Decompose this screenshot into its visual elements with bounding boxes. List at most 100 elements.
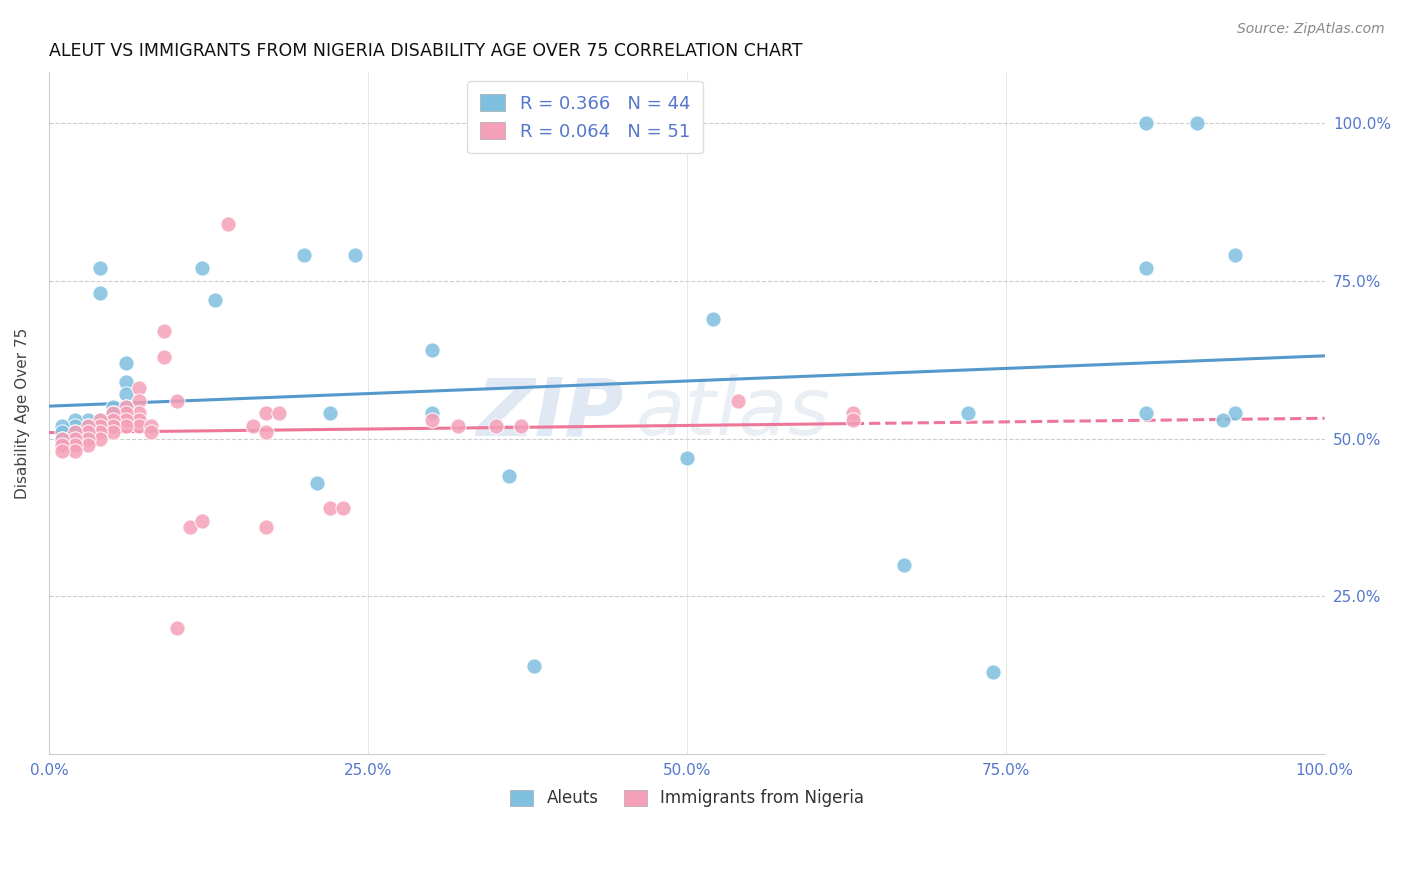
Point [63,438,86,452]
Point [89,412,111,426]
Point [166,621,188,635]
Point [103,425,125,440]
Point [1212,412,1234,426]
Point [179,520,201,534]
Point [115,412,138,426]
Point [89,419,111,434]
Point [89,425,111,440]
Point [76,438,98,452]
Point [217,217,239,231]
Point [103,419,125,434]
Point [153,324,176,338]
Text: ALEUT VS IMMIGRANTS FROM NIGERIA DISABILITY AGE OVER 75 CORRELATION CHART: ALEUT VS IMMIGRANTS FROM NIGERIA DISABIL… [49,42,803,60]
Point [89,286,111,301]
Point [319,406,342,420]
Point [254,406,277,420]
Y-axis label: Disability Age Over 75: Disability Age Over 75 [15,327,30,499]
Point [191,514,214,528]
Point [89,419,111,434]
Point [76,412,98,426]
Point [103,412,125,426]
Point [294,248,316,262]
Point [76,425,98,440]
Point [1225,248,1247,262]
Point [191,261,214,276]
Point [981,665,1004,680]
Point [1135,261,1157,276]
Point [446,419,468,434]
Legend: Aleuts, Immigrants from Nigeria: Aleuts, Immigrants from Nigeria [503,782,870,814]
Point [166,393,188,408]
Point [702,311,724,326]
Point [76,425,98,440]
Point [103,406,125,420]
Point [676,450,699,465]
Point [267,406,290,420]
Point [242,419,264,434]
Point [141,425,163,440]
Point [89,432,111,446]
Point [76,419,98,434]
Point [420,406,443,420]
Point [1135,406,1157,420]
Point [63,425,86,440]
Point [103,419,125,434]
Point [51,444,73,458]
Point [51,438,73,452]
Point [254,520,277,534]
Point [420,343,443,358]
Point [842,406,865,420]
Point [128,393,150,408]
Point [76,432,98,446]
Point [63,432,86,446]
Point [63,412,86,426]
Point [51,419,73,434]
Point [153,350,176,364]
Point [842,412,865,426]
Point [128,412,150,426]
Point [115,375,138,389]
Point [1225,406,1247,420]
Text: Source: ZipAtlas.com: Source: ZipAtlas.com [1237,22,1385,37]
Point [76,419,98,434]
Point [510,419,533,434]
Point [420,412,443,426]
Point [204,293,226,307]
Point [115,356,138,370]
Point [51,425,73,440]
Point [1135,116,1157,130]
Point [307,475,329,490]
Point [128,406,150,420]
Point [956,406,979,420]
Point [254,425,277,440]
Point [63,444,86,458]
Point [727,393,749,408]
Point [128,419,150,434]
Point [319,501,342,516]
Point [51,432,73,446]
Point [1185,116,1208,130]
Point [115,400,138,414]
Point [485,419,508,434]
Point [103,406,125,420]
Point [128,381,150,395]
Point [103,412,125,426]
Point [523,658,546,673]
Point [115,387,138,401]
Point [63,432,86,446]
Point [115,419,138,434]
Point [344,248,367,262]
Point [63,419,86,434]
Point [89,261,111,276]
Point [63,425,86,440]
Point [89,412,111,426]
Text: atlas: atlas [636,375,831,452]
Point [893,558,915,572]
Point [498,469,520,483]
Point [141,419,163,434]
Point [332,501,354,516]
Point [115,400,138,414]
Text: ZIP: ZIP [475,375,623,452]
Point [115,406,138,420]
Point [103,400,125,414]
